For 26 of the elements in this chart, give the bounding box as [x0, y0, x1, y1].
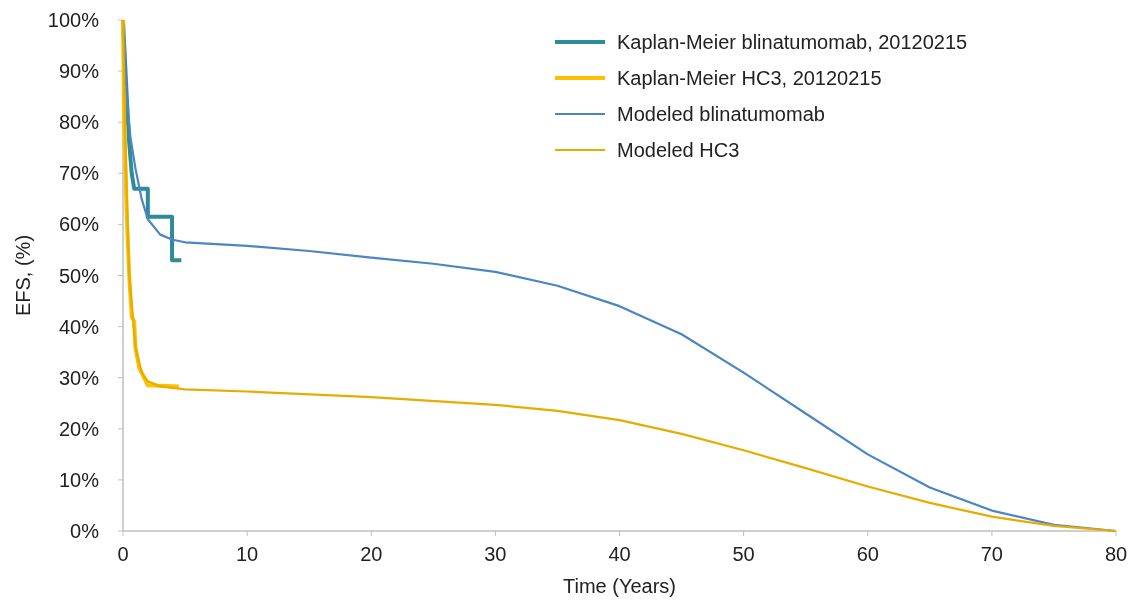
x-tick-label: 60	[856, 543, 879, 565]
x-tick-label: 30	[484, 543, 507, 565]
x-tick-label: 80	[1104, 543, 1128, 565]
x-tick-label: 0	[117, 543, 129, 565]
y-tick-label: 10%	[58, 468, 100, 491]
x-tick-label: 70	[980, 543, 1003, 565]
x-axis-title: Time (Years)	[563, 575, 676, 597]
y-tick-label: 0%	[70, 520, 100, 542]
legend-label: Modeled HC3	[617, 139, 740, 161]
legend-label: Modeled blinatumomab	[617, 103, 825, 125]
y-tick-label: 90%	[58, 60, 100, 83]
y-tick-label: 80%	[58, 111, 100, 134]
x-tick-label: 10	[236, 543, 259, 565]
x-tick-label: 40	[608, 543, 631, 565]
y-tick-label: 100%	[47, 9, 100, 31]
y-axis-title: EFS, (%)	[12, 234, 34, 317]
legend-label: Kaplan-Meier blinatumomab, 20120215	[617, 31, 968, 53]
y-tick-label: 20%	[58, 417, 100, 440]
y-tick-label: 60%	[58, 213, 100, 236]
y-tick-label: 40%	[58, 315, 100, 338]
y-tick-label: 30%	[58, 366, 100, 389]
x-tick-label: 50	[732, 543, 755, 565]
x-tick-label: 20	[360, 543, 383, 565]
legend-label: Kaplan-Meier HC3, 20120215	[617, 67, 882, 89]
y-tick-label: 50%	[58, 264, 100, 287]
y-tick-label: 70%	[58, 162, 100, 185]
